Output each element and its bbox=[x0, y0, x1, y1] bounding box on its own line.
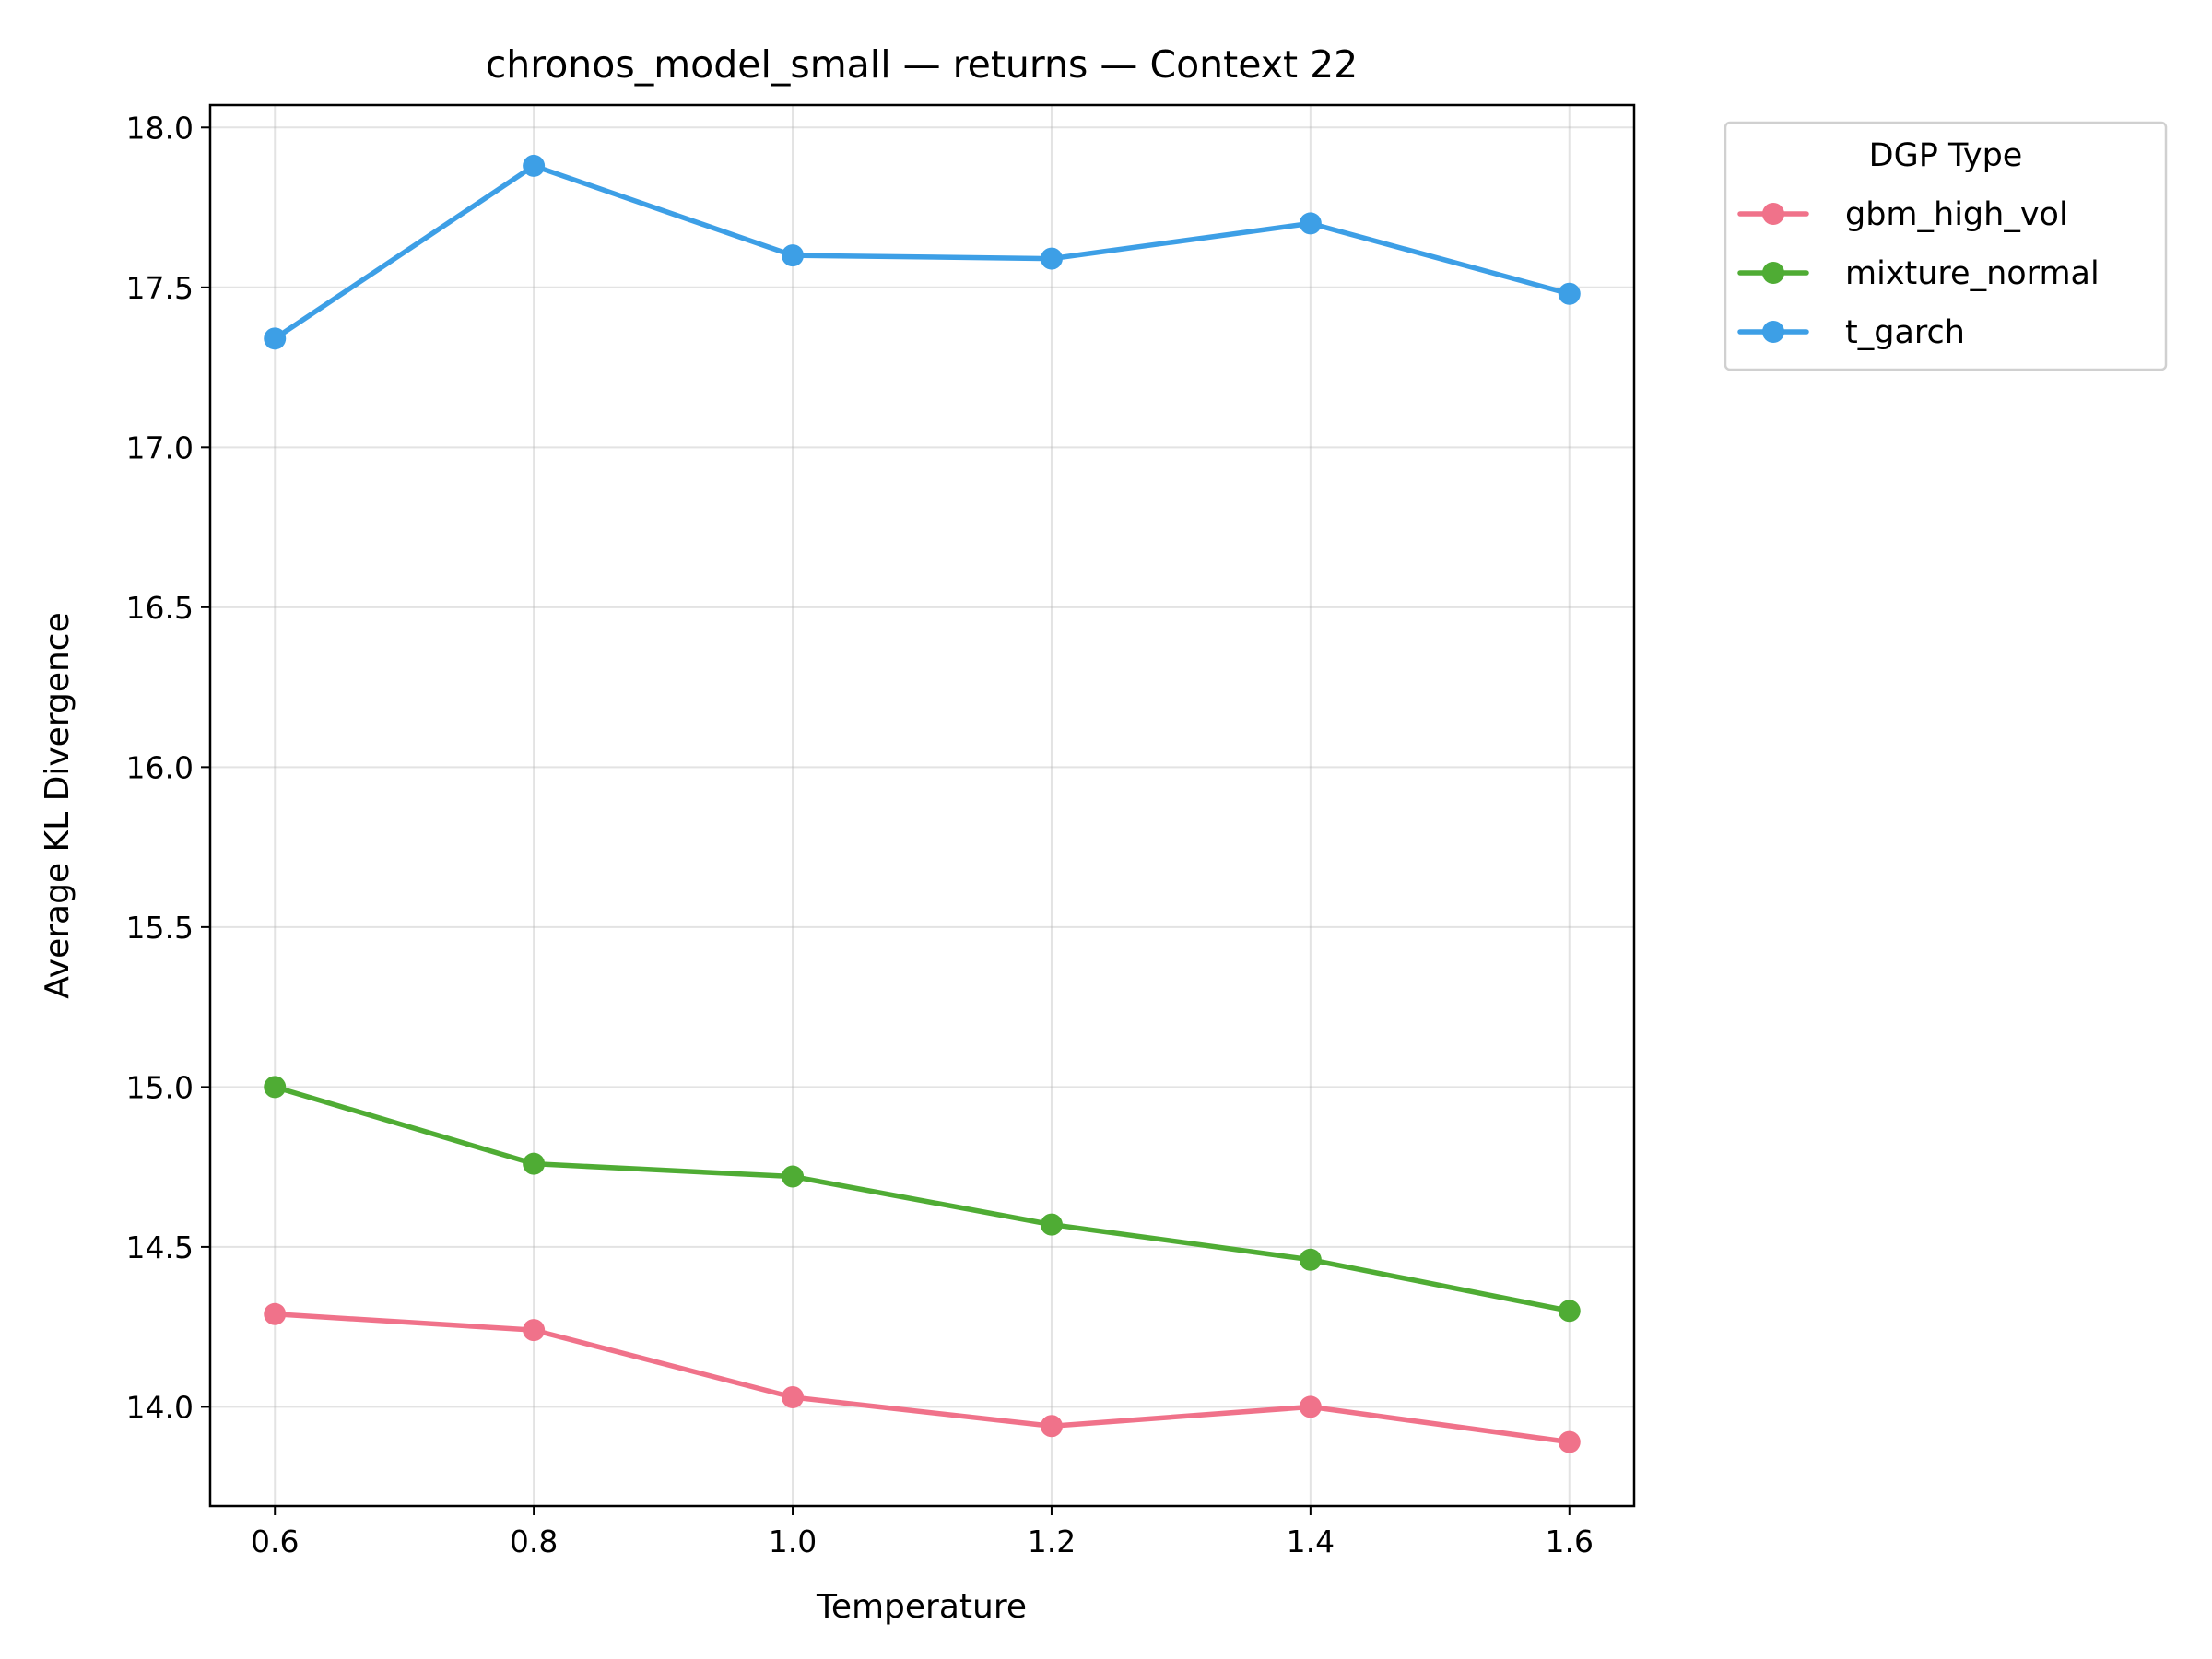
data-point-gbm_high_vol bbox=[1040, 1415, 1063, 1438]
grid-lines bbox=[210, 105, 1634, 1506]
x-tick-label: 1.2 bbox=[1028, 1524, 1076, 1559]
series-gbm_high_vol bbox=[264, 1302, 1581, 1453]
y-tick-label: 16.5 bbox=[126, 590, 194, 626]
legend-swatch-marker bbox=[1762, 262, 1784, 284]
x-tick-label: 1.6 bbox=[1546, 1524, 1594, 1559]
x-tick-label: 1.4 bbox=[1287, 1524, 1335, 1559]
x-tick-label: 1.0 bbox=[769, 1524, 817, 1559]
series-line-t_garch bbox=[272, 163, 1572, 342]
chart-title: chronos_model_small — returns — Context … bbox=[486, 42, 1359, 87]
data-point-gbm_high_vol bbox=[782, 1386, 805, 1409]
legend-entry-mixture_normal: mixture_normal bbox=[1737, 255, 2100, 292]
legend-title: DGP Type bbox=[1869, 137, 2023, 174]
data-point-t_garch bbox=[1299, 212, 1322, 235]
y-tick-label: 17.5 bbox=[126, 270, 194, 306]
data-point-gbm_high_vol bbox=[264, 1302, 287, 1325]
data-point-mixture_normal bbox=[1040, 1213, 1063, 1236]
series-mixture_normal bbox=[264, 1076, 1581, 1323]
legend-label: mixture_normal bbox=[1845, 255, 2100, 292]
y-axis-label: Average KL Divergence bbox=[39, 612, 76, 998]
legend-entry-t_garch: t_garch bbox=[1737, 314, 1965, 351]
data-point-gbm_high_vol bbox=[1558, 1430, 1581, 1453]
y-tick-label: 18.0 bbox=[126, 110, 194, 146]
legend-swatch-marker bbox=[1762, 321, 1784, 343]
data-point-mixture_normal bbox=[1558, 1300, 1581, 1323]
legend-frame bbox=[1724, 121, 2168, 371]
data-point-t_garch bbox=[1040, 247, 1063, 270]
series-t_garch bbox=[264, 154, 1581, 350]
y-tick-label: 14.0 bbox=[126, 1389, 194, 1425]
data-point-t_garch bbox=[782, 244, 805, 267]
y-tick-label: 16.0 bbox=[126, 749, 194, 785]
data-point-mixture_normal bbox=[523, 1152, 546, 1175]
data-point-t_garch bbox=[264, 327, 287, 350]
x-axis-label: Temperature bbox=[816, 1588, 1027, 1626]
data-point-gbm_high_vol bbox=[1299, 1395, 1322, 1418]
data-point-t_garch bbox=[523, 154, 546, 177]
x-tick-label: 0.6 bbox=[251, 1524, 299, 1559]
legend-entry-gbm_high_vol: gbm_high_vol bbox=[1737, 196, 2068, 233]
y-tick-label: 15.0 bbox=[126, 1069, 194, 1105]
data-point-gbm_high_vol bbox=[523, 1319, 546, 1342]
data-point-mixture_normal bbox=[782, 1165, 805, 1188]
series-layer bbox=[264, 154, 1581, 1453]
y-tick-label: 14.5 bbox=[126, 1230, 194, 1265]
series-line-mixture_normal bbox=[272, 1084, 1572, 1314]
axis-ticks: 0.6 0.8 1.0 1.2 1.4 1.6 14.0 14.5 15.0 15.5 16.0 16… bbox=[126, 110, 1594, 1559]
data-point-mixture_normal bbox=[1299, 1248, 1322, 1271]
legend-label: gbm_high_vol bbox=[1845, 196, 2068, 233]
y-tick-label: 15.5 bbox=[126, 910, 194, 946]
y-tick-label: 17.0 bbox=[126, 429, 194, 465]
legend: DGP Type gbm_high_vol mixture_normal t_gar… bbox=[1724, 121, 2168, 371]
plot-area-frame bbox=[208, 103, 1636, 1508]
data-point-t_garch bbox=[1558, 282, 1581, 305]
legend-label: t_garch bbox=[1845, 314, 1965, 351]
x-tick-label: 0.8 bbox=[510, 1524, 558, 1559]
legend-swatch-marker bbox=[1762, 203, 1784, 225]
data-point-mixture_normal bbox=[264, 1076, 287, 1099]
series-line-gbm_high_vol bbox=[272, 1312, 1572, 1445]
legend-entries: gbm_high_vol mixture_normal t_garch bbox=[1737, 196, 2100, 351]
